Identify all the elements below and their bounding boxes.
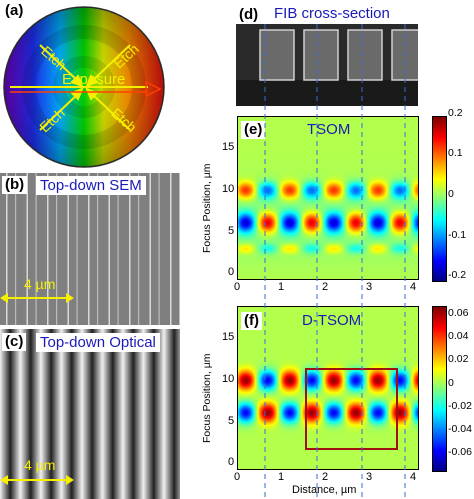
panel-e-ytick: 10 — [222, 183, 235, 195]
sem-line — [35, 173, 37, 325]
panel-f-ytick: 10 — [222, 373, 235, 385]
panel-f-cbar-tick: 0 — [448, 377, 454, 389]
panel-f-ytick: 0 — [228, 456, 235, 468]
panel-e-title: TSOM — [307, 121, 351, 138]
sem-line — [26, 173, 28, 325]
panel-e-ytick: 0 — [228, 266, 235, 278]
etch-arrows — [39, 44, 131, 131]
panel-f-tag: (f) — [241, 312, 262, 330]
dtsom-colorbar — [432, 306, 447, 472]
sem-line — [108, 173, 110, 325]
sem-line — [117, 173, 119, 325]
tsom-colorbar — [432, 116, 447, 282]
sem-line — [179, 173, 180, 325]
panel-e-xtick: 4 — [410, 281, 417, 293]
panel-e-xtick: 1 — [278, 281, 285, 293]
panel-b-tag: (b) — [2, 176, 28, 194]
fib-line-block — [259, 29, 295, 81]
panel-e-cbar-tick: 0.1 — [448, 147, 463, 159]
panel-e-cbar-tick: -0.1 — [448, 229, 467, 241]
panel-f-cbar-tick: 0.04 — [448, 330, 469, 342]
panel-f-cbar-tick: 0.02 — [448, 353, 469, 365]
panel-e-tag: (e) — [241, 121, 266, 139]
tsom-heatmap — [238, 117, 418, 279]
sem-line — [149, 173, 151, 325]
panel-a: (a) Exposure Etch Etch Etch Etch — [0, 0, 170, 170]
exposure-arrow — [10, 80, 162, 98]
fib-line-block — [347, 29, 383, 81]
panel-e-xtick: 0 — [234, 281, 241, 293]
scale-label-c: 4 µm — [24, 457, 56, 473]
panel-d — [236, 24, 418, 106]
panel-f-xtick: 3 — [366, 471, 373, 483]
tsom-frame — [237, 116, 419, 280]
panel-e-cbar-tick: 0.2 — [448, 107, 463, 119]
sem-line — [15, 173, 17, 325]
panel-b: (b) Top-down SEM 4 µm — [0, 173, 180, 325]
panel-f-xtick: 4 — [410, 471, 417, 483]
panel-e-cbar-tick: 0 — [448, 188, 454, 200]
sem-line — [138, 173, 140, 325]
panel-c-title: Top-down Optical — [36, 333, 160, 352]
panel-e-xtick: 2 — [322, 281, 329, 293]
optical-image — [0, 329, 180, 499]
sem-line — [158, 173, 160, 325]
scale-bar-c — [0, 475, 74, 485]
sem-image — [0, 173, 180, 325]
panel-e-xtick: 3 — [366, 281, 373, 293]
fib-line-block — [303, 29, 339, 81]
sem-line — [6, 173, 8, 325]
panel-f-cbar-tick: -0.04 — [448, 423, 472, 435]
sem-line — [47, 173, 49, 325]
panel-d-tag: (d) — [236, 6, 262, 24]
panel-a-tag: (a) — [2, 2, 27, 20]
scale-label-b: 4 µm — [24, 276, 56, 292]
dtsom-frame — [237, 306, 419, 470]
dtsom-heatmap — [238, 307, 418, 469]
sem-line — [67, 173, 69, 325]
sem-line — [170, 173, 172, 325]
panel-e-ytick: 15 — [222, 141, 235, 153]
dtsom-highlight-box — [305, 368, 398, 450]
scale-bar-b — [0, 293, 74, 303]
panel-c: (c) Top-down Optical 4 µm — [0, 329, 180, 499]
panel-f-xtick: 0 — [234, 471, 241, 483]
panel-f-xtick: 1 — [278, 471, 285, 483]
panel-d-title: FIB cross-section — [274, 5, 390, 22]
panel-c-tag: (c) — [2, 333, 27, 351]
sem-line — [56, 173, 58, 325]
sem-line — [76, 173, 78, 325]
panel-f-cbar-tick: -0.06 — [448, 446, 472, 458]
panel-f-cbar-tick: -0.02 — [448, 400, 472, 412]
panel-f-cbar-tick: 0.06 — [448, 307, 469, 319]
panel-f-ytick: 15 — [222, 331, 235, 343]
sem-line — [88, 173, 90, 325]
panel-f-xlabel: Distance, µm — [292, 484, 357, 496]
panel-f-ytick: 5 — [228, 415, 235, 427]
panel-b-title: Top-down SEM — [36, 176, 146, 195]
exposure-label: Exposure — [62, 71, 126, 88]
sem-line — [97, 173, 99, 325]
sem-line — [129, 173, 131, 325]
panel-e-ytick: 5 — [228, 225, 235, 237]
panel-e-cbar-tick: -0.2 — [448, 269, 467, 281]
wafer-figure — [3, 6, 165, 168]
panel-f-xtick: 2 — [322, 471, 329, 483]
fib-image — [236, 24, 418, 106]
